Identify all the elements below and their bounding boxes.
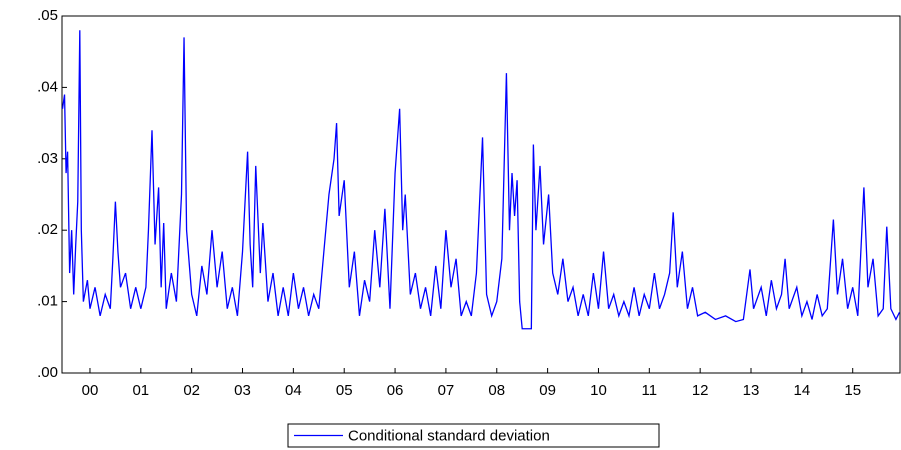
- legend-label: Conditional standard deviation: [348, 427, 550, 444]
- plot-frame: [61, 15, 901, 374]
- legend-box: [287, 423, 660, 448]
- x-tick-label: 12: [692, 382, 709, 399]
- x-tick-label: 14: [794, 382, 811, 399]
- y-tick-label: .01: [37, 293, 58, 310]
- x-tick-label: 04: [285, 382, 302, 399]
- x-tick-label: 11: [642, 382, 658, 399]
- x-tick-label: 13: [743, 382, 760, 399]
- x-tick-label: 09: [539, 382, 556, 399]
- x-tick-label: 08: [488, 382, 505, 399]
- x-tick-label: 07: [438, 382, 455, 399]
- x-tick-label: 05: [336, 382, 353, 399]
- x-tick-label: 00: [82, 382, 99, 399]
- x-tick-label: 10: [590, 382, 607, 399]
- y-tick-label: .04: [37, 78, 58, 95]
- y-tick-label: .00: [37, 364, 58, 381]
- y-tick-label: .03: [37, 150, 58, 167]
- series-line: [61, 30, 901, 330]
- y-tick-label: .05: [37, 7, 58, 24]
- x-tick-label: 06: [387, 382, 404, 399]
- x-tick-label: 02: [183, 382, 200, 399]
- x-tick-label: 15: [844, 382, 861, 399]
- x-tick-label: 01: [132, 382, 149, 399]
- x-tick-label: 03: [234, 382, 251, 399]
- y-tick-label: .02: [37, 221, 58, 238]
